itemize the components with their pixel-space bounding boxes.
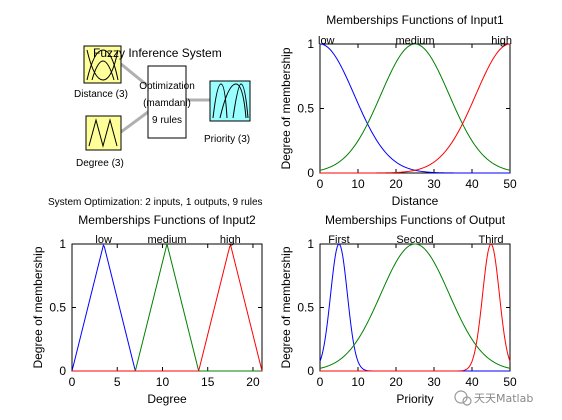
x-tick-label: 30 <box>427 375 441 389</box>
x-tick-label: 50 <box>503 375 517 389</box>
mf-label: Second <box>396 234 433 246</box>
engine-line1: Optimization <box>139 81 195 92</box>
chart-input1: 0 10 20 30 40 50 0 0.5 1 Memberships Functions of… <box>279 13 517 208</box>
y-axis-label: Degree of membership <box>279 47 293 169</box>
mf-label: First <box>328 234 349 246</box>
y-tick-label: 0.5 <box>297 102 314 116</box>
x-tick-label: 0 <box>317 177 324 191</box>
input1-label: Distance (3) <box>74 89 128 100</box>
chart-title: Memberships Functions of Input1 <box>326 13 504 27</box>
input2-icon <box>88 118 118 148</box>
y-tick-label: 0.5 <box>297 301 314 315</box>
engine-line2: (mamdani) <box>143 98 191 109</box>
y-tick-label: 1 <box>307 237 314 251</box>
watermark: 天天Matlab <box>454 390 533 406</box>
y-tick-label: 1 <box>59 237 66 251</box>
mf-curve-high <box>320 43 511 174</box>
chart-input2: 0 5 10 15 20 0 0.5 1 Memberships Functions of In… <box>31 213 263 406</box>
chart-title: Memberships Functions of Input2 <box>78 213 256 227</box>
x-tick-label: 10 <box>351 177 365 191</box>
plot-area <box>319 43 511 174</box>
watermark-text: 天天Matlab <box>474 392 533 405</box>
mf-label: high <box>220 234 241 246</box>
x-tick-label: 15 <box>201 375 215 389</box>
mf-label: low <box>95 234 112 246</box>
mf-label: high <box>491 35 512 47</box>
x-tick-label: 20 <box>389 375 403 389</box>
plot-area <box>71 243 263 372</box>
y-tick-label: 0 <box>59 364 66 378</box>
input2-label: Degree (3) <box>76 158 124 169</box>
output-label: Priority (3) <box>204 134 250 145</box>
y-tick-label: 0.5 <box>49 301 66 315</box>
y-tick-label: 0 <box>307 364 314 378</box>
x-tick-label: 5 <box>114 375 121 389</box>
mf-label: low <box>318 35 335 47</box>
x-tick-label: 30 <box>427 177 441 191</box>
x-axis-label: Distance <box>392 194 439 208</box>
engine-line3: 9 rules <box>152 115 182 126</box>
fis-diagram: Distance (3) Degree (3) Optimization (ma… <box>74 45 251 169</box>
connector-input1-engine <box>120 62 149 88</box>
mf-label: Third <box>478 234 503 246</box>
connector-input2-engine <box>120 110 149 134</box>
x-axis-label: Degree <box>147 392 187 406</box>
mf-curve-high <box>72 244 263 372</box>
system-summary: System Optimization: 2 inputs, 1 outputs… <box>48 197 263 208</box>
chart-title: Memberships Functions of Output <box>325 213 506 227</box>
fis-title: Fuzzy Inference System <box>93 46 222 60</box>
y-tick-label: 1 <box>307 37 314 51</box>
x-tick-label: 20 <box>246 375 260 389</box>
engine-box[interactable] <box>147 65 187 139</box>
x-tick-label: 40 <box>465 177 479 191</box>
mf-label: medium <box>395 35 434 47</box>
x-tick-label: 50 <box>503 177 517 191</box>
x-tick-label: 10 <box>351 375 365 389</box>
x-tick-label: 40 <box>465 375 479 389</box>
chart-output: 0 10 20 30 40 50 0 0.5 1 Memberships Functions of… <box>279 213 517 406</box>
y-tick-label: 0 <box>307 166 314 180</box>
mf-curve-third <box>320 243 511 372</box>
input1-icon <box>86 49 119 81</box>
wechat-icon-inner <box>462 396 472 406</box>
x-tick-label: 10 <box>156 375 170 389</box>
x-axis-label: Priority <box>396 392 433 406</box>
y-axis-label: Degree of membership <box>279 246 293 368</box>
mf-curve-medium <box>319 43 511 171</box>
y-axis-label: Degree of membership <box>31 246 45 368</box>
output-icon <box>212 83 249 119</box>
x-tick-label: 20 <box>389 177 403 191</box>
x-tick-label: 0 <box>317 375 324 389</box>
x-tick-label: 0 <box>69 375 76 389</box>
mf-curve-second <box>319 243 511 369</box>
mf-label: medium <box>147 234 186 246</box>
